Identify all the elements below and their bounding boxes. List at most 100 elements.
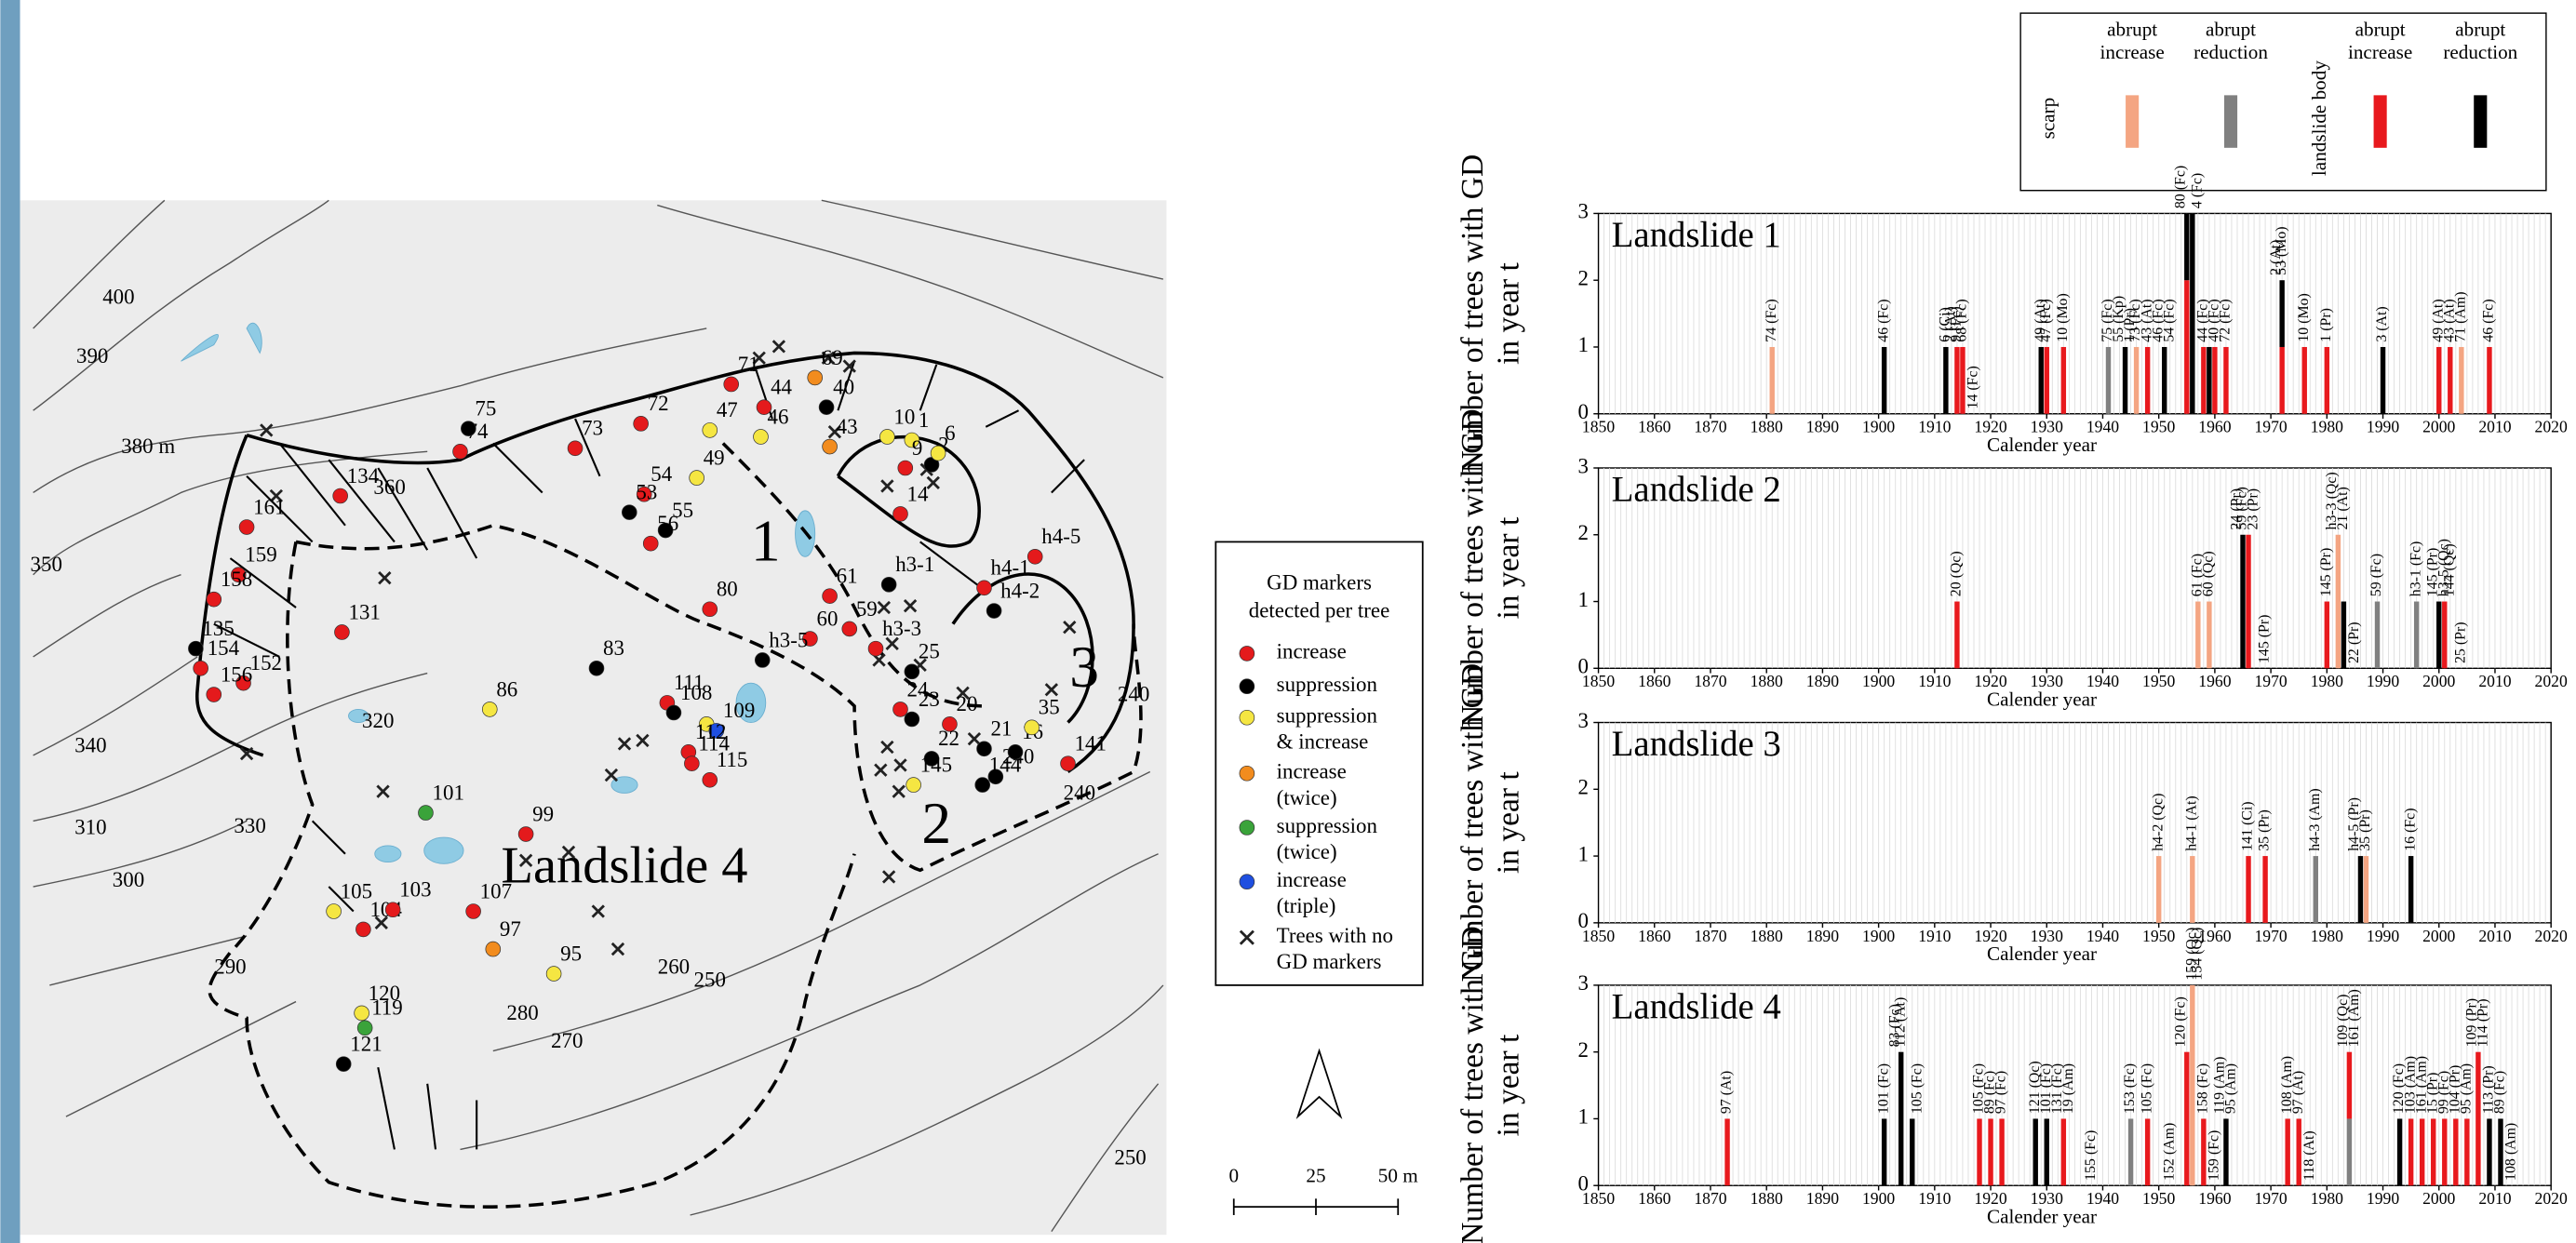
bar [2464,1118,2469,1185]
tree-label: 109 [723,699,755,722]
map-legend-label: Trees with no [1277,924,1393,947]
bar-annotation: 159 (Fc) [2207,1130,2222,1181]
bar [2145,347,2150,414]
contour-label: 250 [1114,1145,1146,1169]
legend-column-header: abrupt [2206,18,2256,40]
tree-marker [906,778,921,793]
tree-marker [385,902,400,917]
bar [2246,535,2250,669]
bar-annotation: 114 (Pr) [2475,999,2491,1048]
contour-label: 380 m [121,434,175,458]
tree-marker [754,430,769,445]
bar [2302,347,2307,414]
bar-annotation: 74 (Fc) [1764,299,1779,341]
tree-label: 9 [912,436,922,460]
legend-column-header: reduction [2443,41,2517,63]
tree-label: 156 [221,662,252,686]
x-tick-label: 2010 [2478,927,2511,945]
bar [2190,856,2194,923]
tree-marker [207,592,221,607]
chart-title: Landslide 1 [1612,215,1781,255]
tree-label: 141 [1075,732,1107,755]
bar-annotation: 19 (Am) [2060,1063,2076,1114]
bar-annotation: 95 (Am) [2223,1063,2239,1114]
legend-row-label: landslide body [2308,60,2330,176]
x-tick-label: 2000 [2422,672,2455,690]
x-tick-label: 1910 [1918,418,1951,436]
tree-marker [634,416,649,431]
x-tick-label: 1880 [1751,1189,1783,1208]
legend-column-header: abrupt [2455,18,2505,40]
tree-label: 103 [399,878,431,902]
contour-label: 290 [214,956,246,979]
tree-label: h4-5 [1041,525,1080,548]
x-tick-label: 1870 [1694,1189,1726,1208]
tree-label: 43 [837,415,858,438]
contour-label: 390 [76,344,108,368]
bar-annotation: 105 (Fc) [2139,1063,2154,1114]
bar [2207,602,2211,669]
x-tick-label: 1980 [2311,418,2343,436]
bar-annotation: 153 (Fc) [2122,1063,2138,1114]
tree-marker [466,904,481,919]
tree-label: 97 [500,917,521,941]
bar-annotation: 14 (Fc) [1966,366,1981,408]
tree-marker [327,904,342,919]
tree-marker [666,705,681,720]
tree-marker [703,602,718,617]
bar [1770,347,1775,414]
bar [2123,347,2127,414]
x-tick-label: 1860 [1638,1189,1670,1208]
y-tick-label: 3 [1578,709,1589,732]
north-arrow [1298,1051,1341,1117]
tree-label: 107 [480,879,512,902]
x-tick-label: 2000 [2422,927,2455,945]
tree-label: 101 [433,781,464,804]
y-tick-label: 0 [1578,655,1589,678]
contour-label: 260 [658,956,690,979]
tree-marker [461,421,476,436]
x-tick-label: 1910 [1918,672,1951,690]
bar [2145,1118,2150,1185]
bar-annotation: 23 (Pr) [2246,488,2261,530]
tree-label: 152 [250,651,282,675]
x-tick-label: 1960 [2198,418,2231,436]
x-tick-label: 1860 [1638,418,1670,436]
tree-label: 49 [704,446,725,469]
legend-marker [1240,766,1254,781]
bar-annotation: 95 (Am) [2458,1063,2474,1114]
x-tick-label: 1990 [2367,418,2399,436]
y-tick-label: 1 [1578,588,1589,611]
bar-annotation: 60 (Qc) [2201,551,2217,596]
bar [2381,347,2385,414]
y-axis-label: in year t [1492,1034,1526,1136]
x-axis-label: Calender year [1987,434,2097,456]
x-tick-label: 1970 [2254,1189,2287,1208]
tree-marker [868,641,883,656]
legend-swatch [2474,95,2487,147]
tree-marker [975,778,990,793]
legend-column-header: reduction [2194,41,2268,63]
tree-marker [1027,549,1042,564]
bar-annotation: h4-2 (Qc) [2150,794,2166,851]
x-tick-label: 2010 [2478,1189,2511,1208]
bar-annotation: 154 (Qc) [2189,928,2205,981]
tree-label: 23 [919,688,940,711]
bar [2279,347,2284,414]
legend-marker [1240,875,1254,889]
tree-label: 60 [816,607,838,630]
tree-label: 35 [1039,696,1060,719]
legend-marker [1240,821,1254,835]
bar-annotation: 47 (Fc) [2038,299,2054,341]
map-legend-label: suppression [1277,704,1378,728]
bar-annotation: 16 (Fc) [2402,808,2418,850]
tree-label: 69 [822,346,843,369]
tree-marker [808,370,823,385]
tree-marker [684,756,699,771]
tree-label: 47 [717,398,738,421]
tree-marker [905,712,919,727]
bar [2420,1118,2424,1185]
tree-label: 99 [532,802,554,825]
legend-marker [1240,679,1254,694]
tree-marker [1008,744,1023,759]
